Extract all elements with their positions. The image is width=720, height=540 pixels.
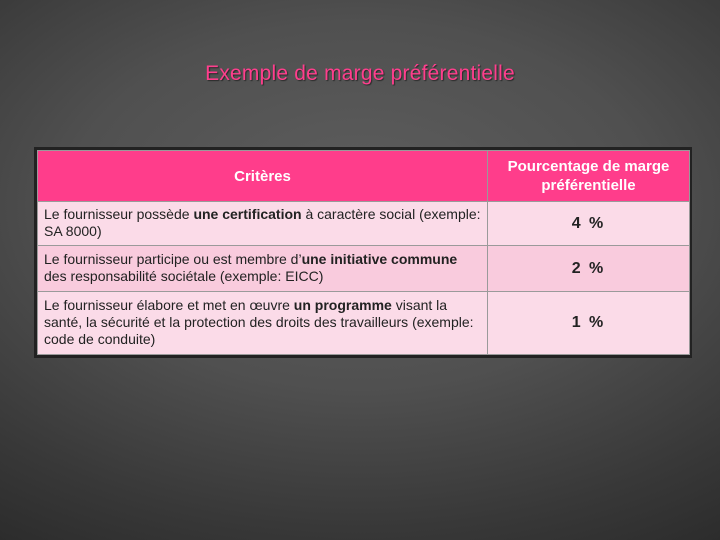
percentage-cell: 2 %	[487, 245, 690, 292]
table-row: Le fournisseur possède une certification…	[37, 201, 690, 246]
table-row: Le fournisseur participe ou est membre d…	[37, 245, 690, 292]
percentage-cell: 1 %	[487, 291, 690, 355]
criteria-table: Critères Pourcentage de marge préférenti…	[37, 150, 690, 355]
header-criteria: Critères	[37, 150, 488, 202]
margin-table: Critères Pourcentage de marge préférenti…	[34, 147, 692, 358]
criterion-text: Le fournisseur élabore et met en œuvre	[44, 297, 294, 313]
criterion-text: Le fournisseur participe ou est membre d…	[44, 251, 302, 267]
criterion-keyword: une certification	[193, 206, 302, 222]
header-percentage: Pourcentage de marge préférentielle	[487, 150, 690, 202]
criterion-text: Le fournisseur possède	[44, 206, 194, 222]
criterion-text: visant la santé, la sécurité et la prote…	[44, 297, 474, 347]
criterion-cell: Le fournisseur élabore et met en œuvre u…	[37, 291, 488, 355]
criterion-cell: Le fournisseur participe ou est membre d…	[37, 245, 488, 292]
criterion-keyword: un programme	[293, 297, 392, 313]
criterion-keyword: une initiative commune	[301, 251, 458, 267]
percentage-cell: 4 %	[487, 201, 690, 246]
table-header-row: Critères Pourcentage de marge préférenti…	[37, 150, 690, 202]
table-row: Le fournisseur élabore et met en œuvre u…	[37, 291, 690, 355]
slide-title: Exemple de marge préférentielle	[205, 62, 515, 85]
criterion-text: des responsabilité sociétale (exemple: E…	[44, 268, 324, 284]
criterion-cell: Le fournisseur possède une certification…	[37, 201, 488, 246]
criterion-text: à caractère social (exemple: SA 8000)	[44, 206, 481, 239]
